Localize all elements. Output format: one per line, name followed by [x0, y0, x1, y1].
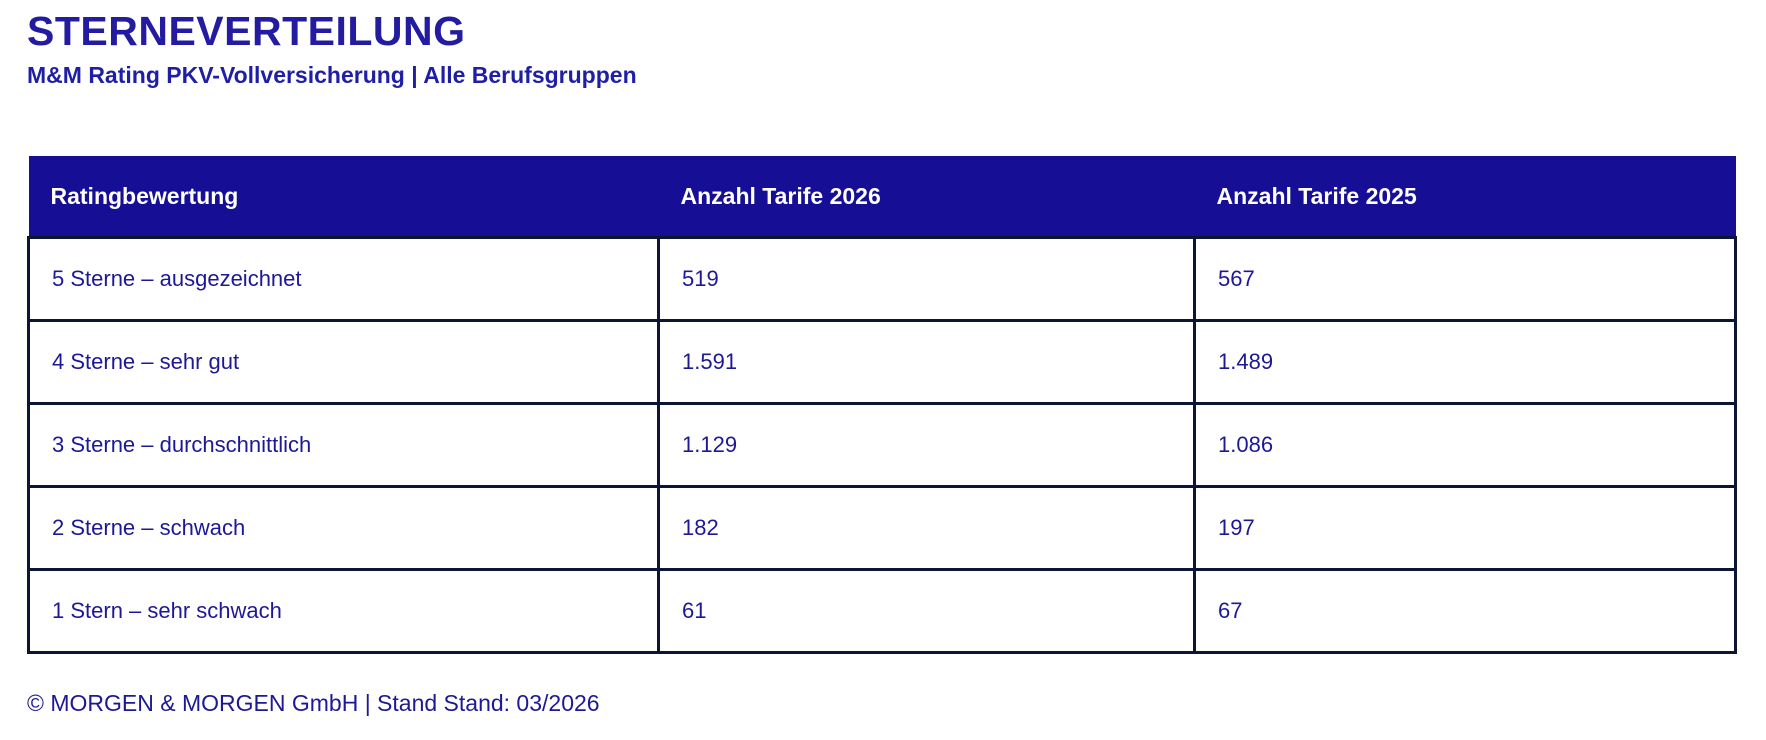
- table-header-row: Ratingbewertung Anzahl Tarife 2026 Anzah…: [28, 156, 1736, 238]
- rating-label-cell: 3 Sterne – durchschnittlich: [27, 402, 660, 488]
- table-row-4-sterne: 4 Sterne – sehr gut 1.591 1.489: [27, 319, 1737, 405]
- table-header: Ratingbewertung Anzahl Tarife 2026 Anzah…: [28, 156, 1736, 238]
- tarife-2026-cell: 182: [657, 485, 1196, 571]
- tarife-2026-cell: 1.591: [657, 319, 1196, 405]
- tarife-2025-cell: 1.086: [1193, 402, 1737, 488]
- tarife-2025-cell: 567: [1193, 236, 1737, 322]
- column-header-anzahl-tarife-2026: Anzahl Tarife 2026: [658, 156, 1195, 238]
- tarife-2026-cell: 519: [657, 236, 1196, 322]
- rating-label-cell: 2 Sterne – schwach: [27, 485, 660, 571]
- tarife-2025-cell: 67: [1193, 568, 1737, 654]
- page-title: STERNEVERTEILUNG: [27, 8, 466, 54]
- table-body: 5 Sterne – ausgezeichnet 519 567 4 Stern…: [27, 236, 1737, 654]
- tarife-2026-cell: 1.129: [657, 402, 1196, 488]
- footer-copyright: © MORGEN & MORGEN GmbH | Stand Stand: 03…: [27, 690, 600, 716]
- table-row-2-sterne: 2 Sterne – schwach 182 197: [27, 485, 1737, 571]
- rating-label-cell: 4 Sterne – sehr gut: [27, 319, 660, 405]
- table-row-5-sterne: 5 Sterne – ausgezeichnet 519 567: [27, 236, 1737, 322]
- table-row-3-sterne: 3 Sterne – durchschnittlich 1.129 1.086: [27, 402, 1737, 488]
- table-row-1-stern: 1 Stern – sehr schwach 61 67: [27, 568, 1737, 654]
- tarife-2025-cell: 1.489: [1193, 319, 1737, 405]
- page-subtitle: M&M Rating PKV-Vollversicherung | Alle B…: [27, 62, 637, 88]
- rating-label-cell: 5 Sterne – ausgezeichnet: [27, 236, 660, 322]
- ratings-table-container: Ratingbewertung Anzahl Tarife 2026 Anzah…: [27, 156, 1737, 654]
- ratings-table: Ratingbewertung Anzahl Tarife 2026 Anzah…: [27, 156, 1737, 654]
- column-header-anzahl-tarife-2025: Anzahl Tarife 2025: [1194, 156, 1736, 238]
- rating-label-cell: 1 Stern – sehr schwach: [27, 568, 660, 654]
- column-header-ratingbewertung: Ratingbewertung: [28, 156, 659, 238]
- tarife-2025-cell: 197: [1193, 485, 1737, 571]
- tarife-2026-cell: 61: [657, 568, 1196, 654]
